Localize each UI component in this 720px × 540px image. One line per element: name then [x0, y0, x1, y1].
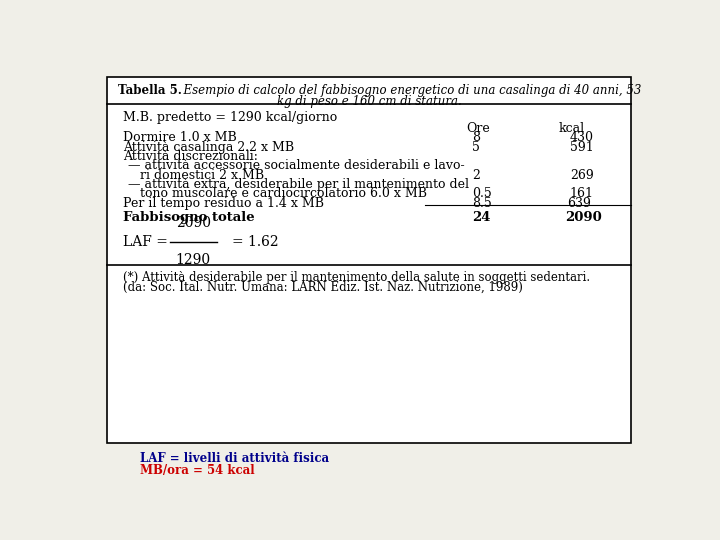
Text: LAF =: LAF =: [124, 234, 168, 248]
Text: 8: 8: [472, 131, 480, 144]
Text: Esempio di calcolo del fabbisogno energetico di una casalinga di 40 anni, 53: Esempio di calcolo del fabbisogno energe…: [176, 84, 642, 97]
Text: Ore: Ore: [467, 122, 490, 135]
Text: kg di peso e 160 cm di statura.: kg di peso e 160 cm di statura.: [276, 94, 462, 108]
Text: 8.5: 8.5: [472, 197, 492, 210]
Text: 161: 161: [570, 187, 594, 200]
Text: 5: 5: [472, 141, 480, 154]
Text: — attività extra, desiderabile per il mantenimento del: — attività extra, desiderabile per il ma…: [128, 178, 469, 191]
Text: 430: 430: [570, 131, 594, 144]
Text: (da: Soc. Ital. Nutr. Umana: LARN Ediz. Ist. Naz. Nutrizione, 1989): (da: Soc. Ital. Nutr. Umana: LARN Ediz. …: [124, 281, 523, 294]
Text: LAF = livelli di attività fisica: LAF = livelli di attività fisica: [140, 453, 329, 465]
Text: 0.5: 0.5: [472, 187, 492, 200]
Text: — attività accessorie socialmente desiderabili e lavo-: — attività accessorie socialmente deside…: [128, 159, 464, 172]
Text: MB/ora = 54 kcal: MB/ora = 54 kcal: [140, 464, 255, 477]
Text: 1290: 1290: [176, 253, 211, 267]
Text: 2: 2: [472, 168, 480, 182]
Text: 639: 639: [567, 197, 591, 210]
Text: 24: 24: [472, 211, 491, 224]
Text: 2090: 2090: [565, 211, 602, 224]
Text: = 1.62: = 1.62: [233, 234, 279, 248]
Text: 591: 591: [570, 141, 593, 154]
Text: tono muscolare e cardiocircolatorio 6.0 x MB: tono muscolare e cardiocircolatorio 6.0 …: [140, 187, 427, 200]
Text: M.B. predetto = 1290 kcal/giorno: M.B. predetto = 1290 kcal/giorno: [124, 111, 338, 124]
FancyBboxPatch shape: [107, 77, 631, 443]
Text: (*) Attività desiderabile per il mantenimento della salute in soggetti sedentari: (*) Attività desiderabile per il manteni…: [124, 271, 590, 284]
Text: Attività discrezionali:: Attività discrezionali:: [124, 151, 258, 164]
Text: Tabella 5.: Tabella 5.: [118, 84, 181, 97]
Text: Attività casalinga 2.2 x MB: Attività casalinga 2.2 x MB: [124, 141, 294, 154]
Text: kcal: kcal: [559, 122, 585, 135]
Text: 269: 269: [570, 168, 593, 182]
Text: Fabbisogno totale: Fabbisogno totale: [124, 211, 255, 224]
Text: Per il tempo residuo a 1.4 x MB: Per il tempo residuo a 1.4 x MB: [124, 197, 325, 210]
Text: ri domestici 2 x MB: ri domestici 2 x MB: [140, 168, 264, 182]
Text: Dormire 1.0 x MB: Dormire 1.0 x MB: [124, 131, 237, 144]
Text: 2090: 2090: [176, 216, 211, 230]
